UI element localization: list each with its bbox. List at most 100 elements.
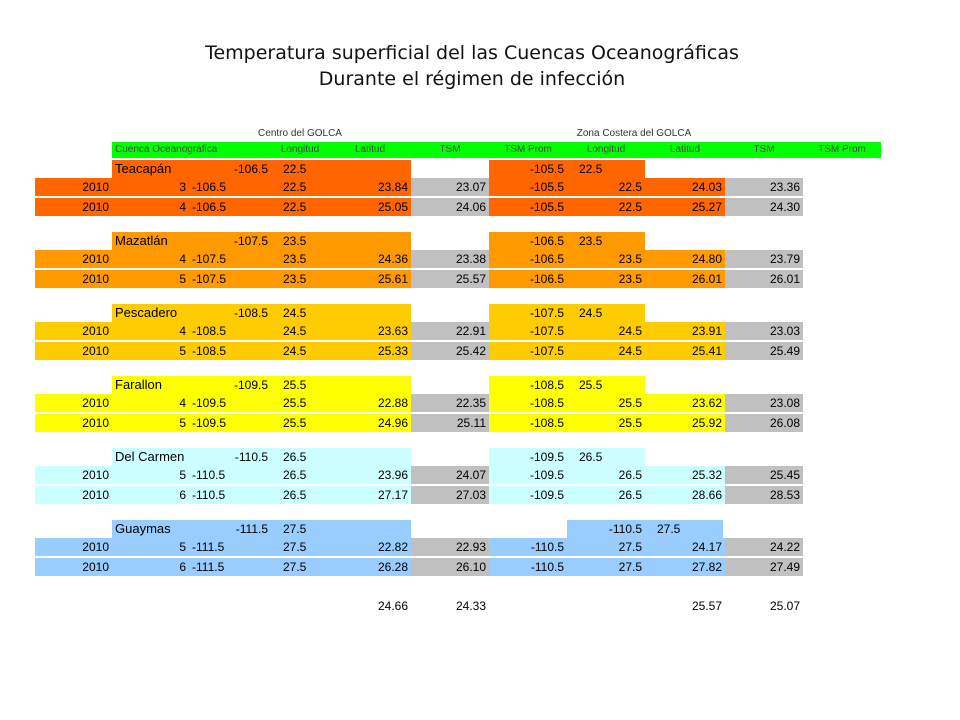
cell-longitud-zona: -106.5 [489, 270, 567, 288]
cuenca-name: Farallon [115, 377, 162, 392]
cuenca-name: Del Carmen [115, 449, 185, 464]
col-header-4: TSM Prom [504, 144, 552, 155]
cell-tsm-zona: 25.27 [645, 198, 725, 216]
label-band-centro [112, 520, 411, 538]
cell-longitud-zona: -110.5 [489, 558, 567, 576]
data-row: 2010 5 -107.5 23.5 25.61 25.57 -106.5 23.5 26.01… [35, 270, 881, 288]
label-value: 22.5 [579, 162, 603, 176]
cell-longitud-centro: -108.5 [189, 322, 271, 340]
cell-longitud-zona: -109.5 [489, 466, 567, 484]
label-value: -107.5 [233, 234, 268, 248]
column-header-row: Cuenca Oceanográfica Longitud Latitud TSM TS… [35, 142, 881, 158]
cell-anio: 2010 [35, 414, 112, 432]
group-header-row: Centro del GOLCA Zona Costera del GOLCA [35, 126, 881, 142]
cell-mes: 6 [112, 486, 189, 504]
cell-latitud-centro: 26.5 [271, 466, 329, 484]
cell-tsm-centro: 22.88 [329, 394, 411, 412]
label-band-centro [112, 160, 411, 178]
cell-tsm-prom-zona: 24.30 [725, 198, 803, 216]
cell-tsm-centro: 24.36 [329, 250, 411, 268]
cell-longitud-zona: -108.5 [489, 394, 567, 412]
label-band-zona [567, 520, 723, 538]
totals-row: 24.66 24.33 25.57 25.07 [35, 598, 881, 614]
cell-tsm-zona: 24.80 [645, 250, 725, 268]
col-header-2: Latitud [354, 144, 386, 155]
cell-latitud-zona: 23.5 [567, 250, 645, 268]
cell-latitud-centro: 26.5 [271, 486, 329, 504]
col-header-7: TSM [753, 144, 775, 155]
cell-anio: 2010 [35, 178, 112, 196]
label-value: 25.5 [283, 378, 307, 392]
cell-anio: 2010 [35, 466, 112, 484]
col-header-3: TSM [439, 144, 461, 155]
data-row: 2010 4 -107.5 23.5 24.36 23.38 -106.5 23.5 24.80… [35, 250, 881, 268]
cell-tsm-centro: 23.96 [329, 466, 411, 484]
cell-longitud-centro: -107.5 [189, 250, 271, 268]
cell-latitud-zona: 26.5 [567, 486, 645, 504]
group-label-row: Del Carmen -110.5 26.5 -109.5 26.5 [35, 448, 881, 466]
data-row: 2010 5 -108.5 24.5 25.33 25.42 -107.5 24.5 25.41… [35, 342, 881, 360]
label-band-centro [112, 448, 411, 466]
cuenca-name: Mazatlán [115, 233, 168, 248]
label-value: -110.5 [608, 522, 642, 536]
cell-longitud-centro: -108.5 [189, 342, 271, 360]
cell-longitud-zona: -108.5 [489, 414, 567, 432]
title-line-2: Durante el régimen de infección [318, 68, 626, 90]
cell-tsm-prom-centro: 24.07 [411, 466, 489, 484]
cell-latitud-zona: 24.5 [567, 322, 645, 340]
cell-longitud-zona: -105.5 [489, 198, 567, 216]
cell-tsm-prom-centro: 23.38 [411, 250, 489, 268]
cell-latitud-zona: 26.5 [567, 466, 645, 484]
cell-longitud-zona: -106.5 [489, 250, 567, 268]
data-row: 2010 3 -106.5 22.5 23.84 23.07 -105.5 22.5 24.03… [35, 178, 881, 196]
cell-tsm-prom-centro: 22.93 [411, 538, 489, 556]
label-value: 23.5 [283, 234, 307, 248]
cell-tsm-prom-zona: 27.49 [725, 558, 803, 576]
data-row: 2010 4 -106.5 22.5 25.05 24.06 -105.5 22.5 25.27… [35, 198, 881, 216]
cell-latitud-zona: 22.5 [567, 178, 645, 196]
cell-latitud-centro: 25.5 [271, 394, 329, 412]
cell-latitud-zona: 25.5 [567, 414, 645, 432]
cell-tsm-prom-centro: 22.35 [411, 394, 489, 412]
cell-longitud-centro: -110.5 [189, 466, 271, 484]
cell-anio: 2010 [35, 558, 112, 576]
cell-latitud-zona: 25.5 [567, 394, 645, 412]
data-row: 2010 5 -111.5 27.5 22.82 22.93 -110.5 27.5 24.17… [35, 538, 881, 556]
cell-latitud-zona: 22.5 [567, 198, 645, 216]
cell-latitud-centro: 24.5 [271, 342, 329, 360]
group-label-row: Pescadero -108.5 24.5 -107.5 24.5 [35, 304, 881, 322]
cell-tsm-prom-centro: 24.06 [411, 198, 489, 216]
cell-tsm-centro: 23.84 [329, 178, 411, 196]
cell-tsm-prom-centro: 25.11 [411, 414, 489, 432]
cell-tsm-prom-centro: 22.91 [411, 322, 489, 340]
cell-anio: 2010 [35, 538, 112, 556]
cell-tsm-zona: 25.41 [645, 342, 725, 360]
cell-tsm-zona: 24.03 [645, 178, 725, 196]
cell-longitud-zona: -105.5 [489, 178, 567, 196]
cell-tsm-zona: 27.82 [645, 558, 725, 576]
cell-tsm-centro: 27.17 [329, 486, 411, 504]
cell-tsm-zona: 28.66 [645, 486, 725, 504]
label-value: 24.5 [579, 306, 603, 320]
cell-latitud-zona: 27.5 [567, 558, 645, 576]
cell-tsm-prom-centro: 23.07 [411, 178, 489, 196]
label-value: -109.5 [529, 450, 564, 464]
label-value: 26.5 [579, 450, 603, 464]
cell-tsm-prom-zona: 26.08 [725, 414, 803, 432]
cell-tsm-zona: 26.01 [645, 270, 725, 288]
cell-anio: 2010 [35, 322, 112, 340]
label-value: -106.5 [233, 162, 268, 176]
cell-tsm-prom-zona: 23.79 [725, 250, 803, 268]
cell-mes: 5 [112, 466, 189, 484]
cell-mes: 4 [112, 198, 189, 216]
cell-tsm-centro: 25.05 [329, 198, 411, 216]
cell-tsm-zona: 23.91 [645, 322, 725, 340]
cell-longitud-centro: -106.5 [189, 198, 271, 216]
total-2: 25.57 [691, 599, 722, 613]
group-label-row: Teacapán -106.5 22.5 -105.5 22.5 [35, 160, 881, 178]
cell-anio: 2010 [35, 486, 112, 504]
cuenca-name: Guaymas [115, 521, 171, 536]
cell-tsm-prom-centro: 26.10 [411, 558, 489, 576]
label-value: 26.5 [283, 450, 307, 464]
cell-longitud-centro: -109.5 [189, 394, 271, 412]
